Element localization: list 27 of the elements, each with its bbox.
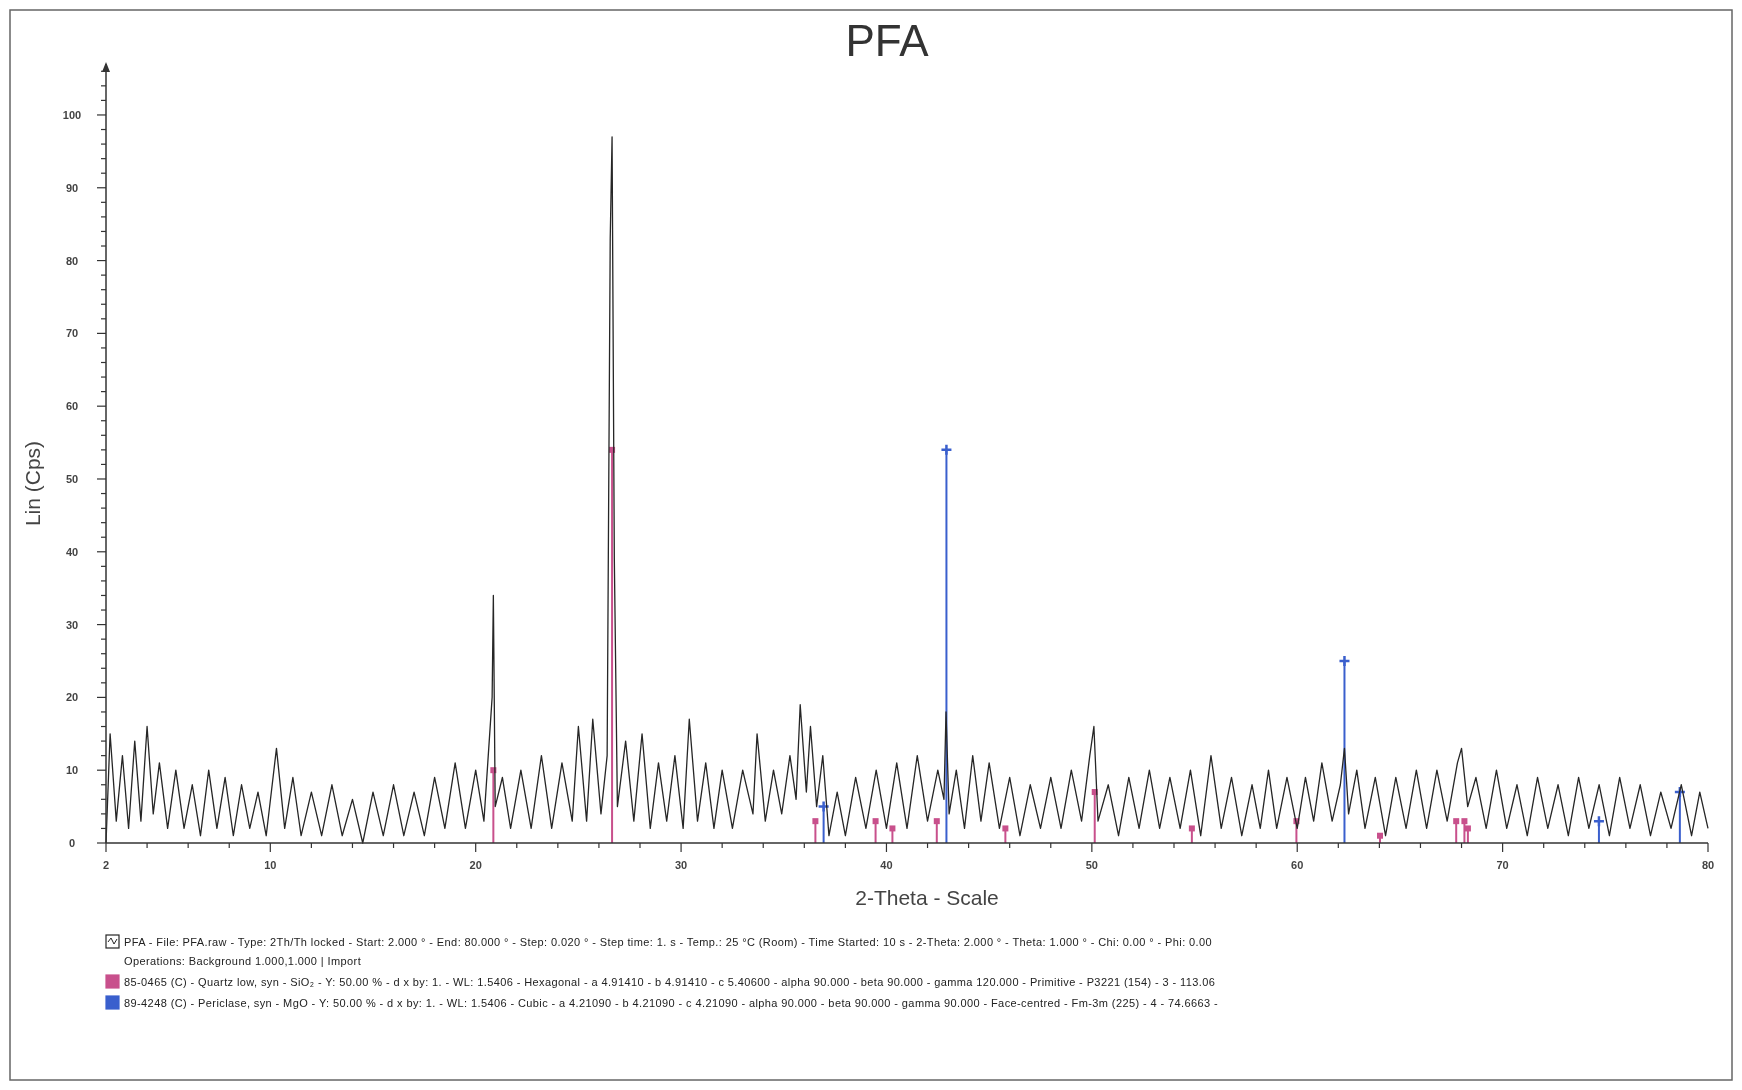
x-tick-label: 80 bbox=[1701, 859, 1715, 871]
x-tick-label: 60 bbox=[1291, 859, 1304, 871]
y-tick-label: 70 bbox=[65, 327, 79, 340]
y-tick-label: 0 bbox=[68, 837, 76, 849]
y-tick-label: 40 bbox=[65, 545, 79, 558]
y-tick-label: 50 bbox=[65, 472, 79, 485]
x-tick-label: 2 bbox=[102, 859, 110, 871]
x-tick-label: 20 bbox=[469, 859, 482, 871]
x-tick-label: 40 bbox=[880, 859, 893, 871]
x-tick-label: 10 bbox=[264, 859, 277, 871]
text: Operations: Background 1.000,1.000 | Import bbox=[124, 955, 362, 967]
legend-label: 89-4248 (C) - Periclase, syn - MgO - Y: 50.00 % - d x by: 1. - WL: 1.5406 - Cubic - a 4.21090 - b 4.21090 - c 4.21090 - alpha 90.000 - beta 90.000 - gamma 90.000 - Face-centred - Fm-3m (225) - 4 - 74.6663 - bbox=[124, 997, 1219, 1009]
legend-label: 85-0465 (C) - Quartz low, syn - SiO₂ - Y: 50.00 % - d x by: 1. - WL: 1.5406 - Hexagonal - a 4.91410 - b 4.91410 - c 5.40600 - alpha 90.000 - beta 90.000 - gamma 120.000 - Primitive - P3221 (154) - 3 - 113.06 bbox=[124, 976, 1216, 988]
y-tick-label: 90 bbox=[65, 181, 79, 194]
x-tick-label: 50 bbox=[1085, 859, 1098, 871]
legend-label: PFA - File: PFA.raw - Type: 2Th/Th locked - Start: 2.000 ° - End: 80.000 ° - Step: 0.020 ° - Step time: 1. s - Temp.: 25 °C (Room) - Time Started: 10 s - 2-Theta: 2.000 ° - Theta: 1.000 ° - Chi: 0.00 ° - Phi: 0.00 bbox=[124, 936, 1213, 948]
y-tick-label: 10 bbox=[65, 764, 79, 777]
y-axis-title: Lin (Cps) bbox=[21, 440, 44, 527]
x-tick-label: 70 bbox=[1496, 859, 1509, 871]
y-tick-label: 30 bbox=[65, 618, 79, 631]
x-tick-label: 30 bbox=[674, 859, 688, 871]
y-tick-label: 20 bbox=[65, 691, 79, 704]
x-axis-title: 2-Theta - Scale bbox=[855, 886, 999, 909]
y-tick-label: 60 bbox=[65, 400, 79, 413]
y-tick-label: 80 bbox=[65, 254, 79, 267]
chart-title: PFA bbox=[845, 16, 930, 65]
y-tick-label: 100 bbox=[62, 108, 82, 121]
